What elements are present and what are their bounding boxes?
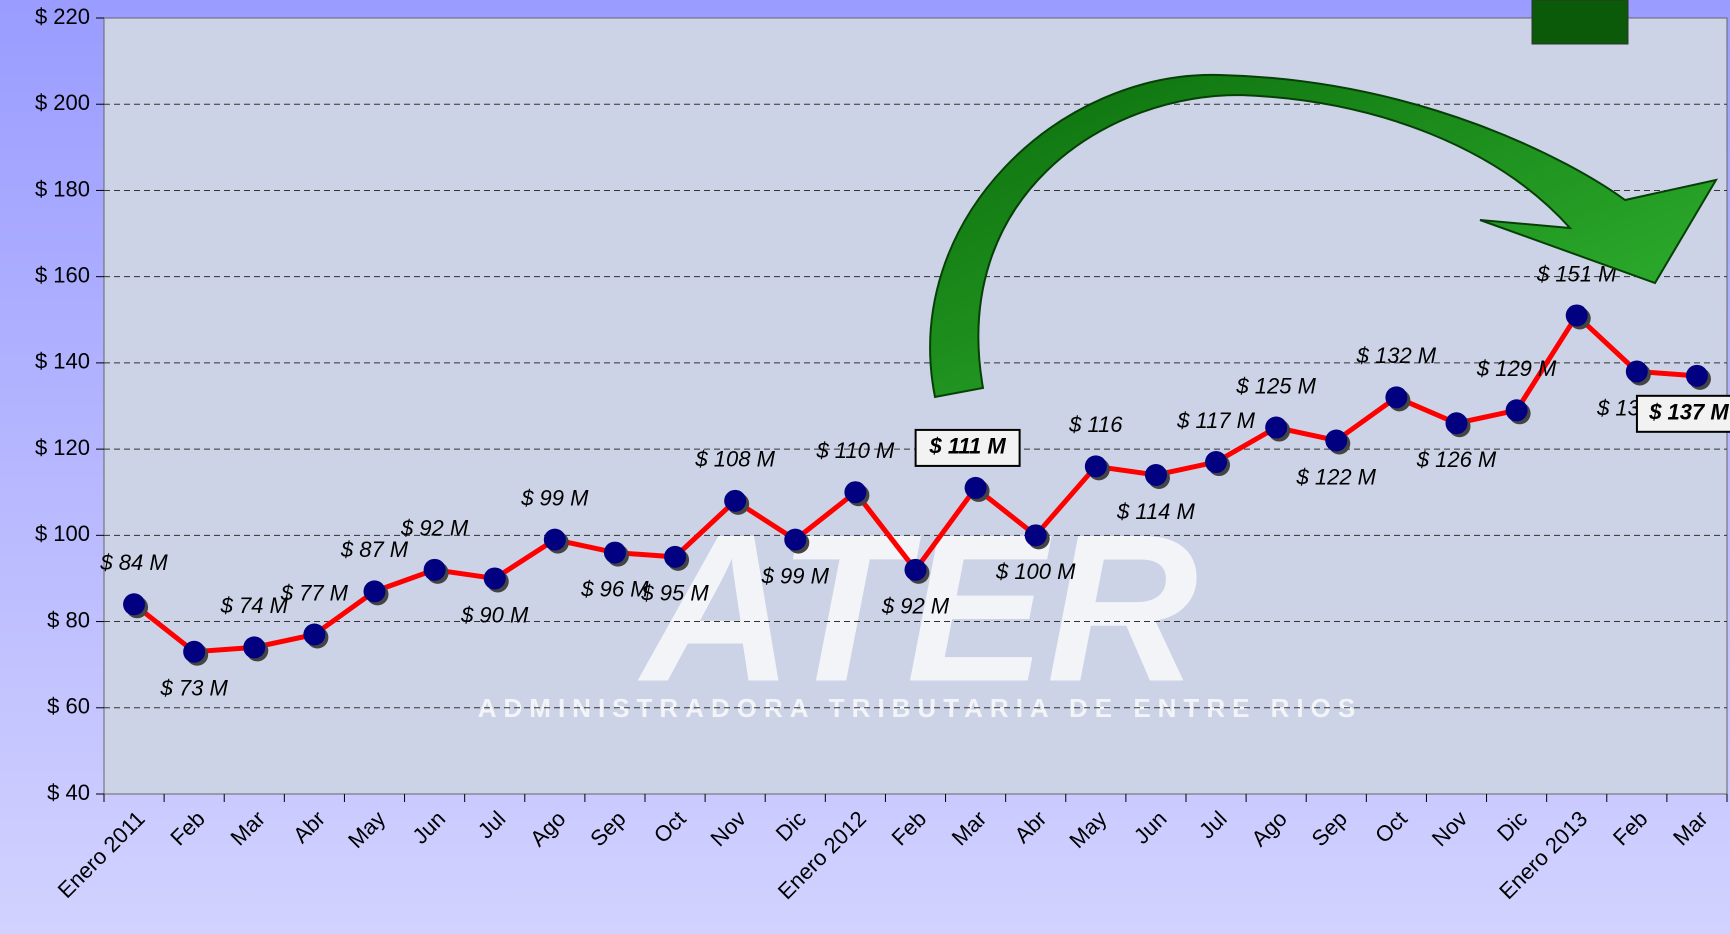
marker: [964, 476, 987, 499]
marker: [1325, 429, 1348, 452]
data-label: $ 100 M: [995, 559, 1076, 584]
marker: [243, 636, 266, 659]
watermark-logo: ATER: [637, 490, 1198, 725]
y-tick-label: $ 180: [35, 176, 90, 201]
marker: [1445, 412, 1468, 435]
data-label: $ 110 M: [815, 438, 895, 463]
data-label: $ 132 M: [1356, 343, 1437, 368]
data-label: $ 99 M: [520, 485, 589, 510]
data-label: $ 84 M: [99, 550, 168, 575]
marker: [183, 640, 206, 663]
data-label: $ 114 M: [1116, 499, 1196, 524]
marker: [543, 528, 566, 551]
y-tick-label: $ 140: [35, 349, 90, 374]
data-label: $ 87 M: [340, 537, 409, 562]
y-tick-label: $ 80: [47, 607, 90, 632]
data-label: $ 96 M: [580, 576, 649, 601]
marker: [363, 580, 386, 603]
marker: [1685, 364, 1708, 387]
marker: [423, 558, 446, 581]
label-box: [1635, 394, 1730, 433]
marker: [784, 528, 807, 551]
data-label: $ 108 M: [694, 447, 775, 472]
marker: [303, 623, 326, 646]
marker: [904, 558, 927, 581]
data-label: $ 73 M: [160, 676, 229, 701]
marker: [483, 567, 506, 590]
legend-box: [1531, 0, 1629, 45]
data-label: $ 95 M: [640, 581, 709, 606]
marker: [123, 593, 146, 616]
label-box: [914, 428, 1021, 467]
data-label: $ 116: [1068, 412, 1123, 437]
marker: [724, 489, 747, 512]
marker: [1385, 386, 1408, 409]
marker: [1505, 399, 1528, 422]
marker: [844, 481, 867, 504]
data-label: $ 77 M: [280, 580, 349, 605]
y-tick-label: $ 200: [35, 90, 90, 115]
data-label: $ 99 M: [761, 563, 830, 588]
marker: [1205, 451, 1228, 474]
y-tick-label: $ 60: [47, 694, 90, 719]
data-label: $ 129 M: [1476, 356, 1557, 381]
data-label: $ 92 M: [881, 594, 950, 619]
y-tick-label: $ 40: [47, 780, 90, 805]
y-tick-label: $ 120: [35, 435, 90, 460]
marker: [603, 541, 626, 564]
trend-arrow: [929, 73, 1719, 399]
marker: [1024, 524, 1047, 547]
data-label: $ 74 M: [220, 593, 289, 618]
data-label: $ 122 M: [1296, 464, 1377, 489]
y-tick-label: $ 220: [35, 4, 90, 29]
data-label: $ 137 M: [1648, 400, 1729, 425]
data-label: $ 92 M: [400, 516, 469, 541]
marker: [664, 545, 687, 568]
y-tick-label: $ 160: [35, 262, 90, 287]
marker: [1084, 455, 1107, 478]
data-label: $ 90 M: [460, 602, 529, 627]
data-label: $ 111 M: [928, 434, 1006, 459]
marker: [1625, 360, 1648, 383]
data-label: $ 125 M: [1235, 373, 1316, 398]
marker: [1144, 463, 1167, 486]
marker: [1565, 304, 1588, 327]
data-label: $ 117 M: [1176, 408, 1256, 433]
marker: [1265, 416, 1288, 439]
y-tick-label: $ 100: [35, 521, 90, 546]
data-label: $ 126 M: [1416, 447, 1497, 472]
plot-area: [103, 17, 1728, 795]
